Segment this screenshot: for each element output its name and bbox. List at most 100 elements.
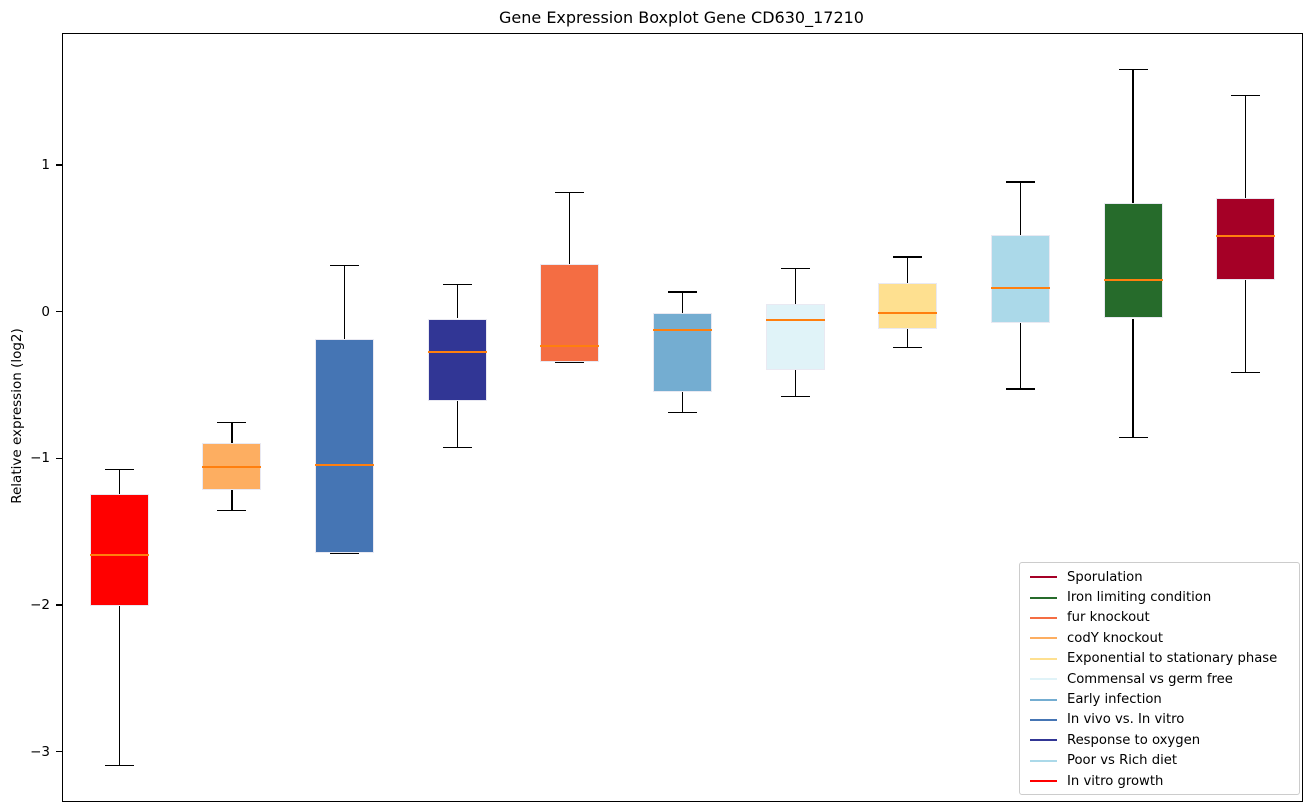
legend-item: fur knockout xyxy=(1030,608,1299,628)
whisker-lower xyxy=(456,400,458,448)
whisker-cap-upper xyxy=(330,265,360,267)
median-line xyxy=(315,464,375,467)
box xyxy=(1216,198,1276,281)
median-line xyxy=(765,318,825,321)
whisker-cap-lower xyxy=(780,395,810,397)
legend-item-label: In vivo vs. In vitro xyxy=(1067,712,1185,728)
box xyxy=(1103,202,1163,319)
legend-item-label: codY knockout xyxy=(1067,630,1164,646)
legend-item: Sporulation xyxy=(1030,567,1299,587)
whisker-cap-upper xyxy=(668,291,697,293)
box-group xyxy=(63,34,1302,801)
legend-color-line-icon xyxy=(1030,698,1057,701)
whisker-cap-upper xyxy=(780,267,810,270)
whisker-cap-lower xyxy=(668,411,697,413)
chart-title: Gene Expression Boxplot Gene CD630_17210 xyxy=(499,8,864,27)
median-line xyxy=(653,329,712,332)
whisker-upper xyxy=(456,284,458,319)
box-group xyxy=(63,34,1302,801)
box xyxy=(765,303,825,370)
legend-item-label: fur knockout xyxy=(1067,610,1150,626)
whisker-cap-lower xyxy=(555,361,585,364)
whisker-cap-upper xyxy=(1231,94,1261,97)
legend-item: Commensal vs germ free xyxy=(1030,669,1299,689)
whisker-cap-upper xyxy=(217,421,247,424)
legend-color-line-icon xyxy=(1030,596,1057,599)
whisker-lower xyxy=(1245,280,1247,373)
whisker-cap-lower xyxy=(893,347,923,349)
legend-item-label: Poor vs Rich diet xyxy=(1067,753,1178,769)
y-tick-label: −1 xyxy=(30,450,50,467)
box-group xyxy=(63,34,1302,801)
whisker-upper xyxy=(343,265,346,340)
whisker-cap-lower xyxy=(1005,388,1035,390)
whisker-upper xyxy=(1245,95,1247,199)
legend-item-label: Iron limiting condition xyxy=(1067,590,1212,606)
whisker-upper xyxy=(907,256,909,284)
whisker-lower xyxy=(1132,318,1134,438)
whisker-cap-upper xyxy=(1118,68,1148,70)
legend-color-line-icon xyxy=(1030,718,1057,721)
median-line xyxy=(878,311,938,314)
legend-item-label: Response to oxygen xyxy=(1067,732,1201,748)
legend-item-label: Sporulation xyxy=(1067,569,1143,585)
legend: Sporulation Iron limiting condition fur kn… xyxy=(1019,562,1300,795)
box-group xyxy=(63,34,1302,801)
box xyxy=(315,339,375,554)
whisker-lower xyxy=(681,391,684,413)
legend-color-line-icon xyxy=(1030,678,1057,681)
whisker-cap-lower xyxy=(1118,436,1148,438)
whisker-upper xyxy=(1132,69,1134,203)
box-group xyxy=(63,34,1302,801)
whisker-upper xyxy=(569,192,571,265)
legend-item-label: Early infection xyxy=(1067,692,1162,708)
median-line xyxy=(202,465,262,468)
legend-item: In vivo vs. In vitro xyxy=(1030,710,1299,730)
whisker-upper xyxy=(681,292,684,313)
median-line xyxy=(990,286,1050,289)
whisker-cap-upper xyxy=(555,191,585,194)
legend-color-line-icon xyxy=(1030,637,1057,640)
legend-item-label: Exponential to stationary phase xyxy=(1067,651,1278,667)
legend-color-line-icon xyxy=(1030,616,1057,619)
y-tick-mark xyxy=(56,604,62,606)
legend-item: codY knockout xyxy=(1030,628,1299,648)
y-tick-label: 1 xyxy=(41,156,50,173)
y-tick-label: 0 xyxy=(41,303,50,320)
median-line xyxy=(89,553,149,556)
box-group xyxy=(63,34,1302,801)
whisker-cap-lower xyxy=(1231,372,1261,374)
whisker-cap-upper xyxy=(442,284,472,286)
legend-item: Poor vs Rich diet xyxy=(1030,751,1299,771)
legend-color-line-icon xyxy=(1030,657,1057,660)
legend-color-line-icon xyxy=(1030,576,1057,579)
legend-item: Exponential to stationary phase xyxy=(1030,649,1299,669)
box-group xyxy=(63,34,1302,801)
whisker-lower xyxy=(231,490,233,511)
legend-item-label: Commensal vs germ free xyxy=(1067,671,1233,687)
whisker-cap-upper xyxy=(104,468,134,471)
whisker-cap-lower xyxy=(330,552,360,554)
box xyxy=(878,283,938,329)
whisker-upper xyxy=(231,422,233,444)
y-tick-label: −2 xyxy=(30,596,50,613)
box xyxy=(89,494,149,606)
median-line xyxy=(1103,279,1163,282)
whisker-cap-lower xyxy=(442,446,472,449)
legend-color-line-icon xyxy=(1030,739,1057,742)
box-group xyxy=(63,34,1302,801)
y-axis-label: Relative expression (log2) xyxy=(9,328,25,504)
legend-color-line-icon xyxy=(1030,780,1057,783)
whisker-upper xyxy=(794,268,796,304)
box xyxy=(990,234,1050,323)
whisker-upper xyxy=(118,469,120,495)
legend-item-label: In vitro growth xyxy=(1067,773,1164,789)
box xyxy=(427,318,487,401)
box-group xyxy=(63,34,1302,801)
legend-color-line-icon xyxy=(1030,759,1057,762)
whisker-cap-upper xyxy=(1005,181,1035,183)
whisker-cap-lower xyxy=(104,765,134,767)
whisker-lower xyxy=(907,328,909,348)
median-line xyxy=(427,351,487,354)
